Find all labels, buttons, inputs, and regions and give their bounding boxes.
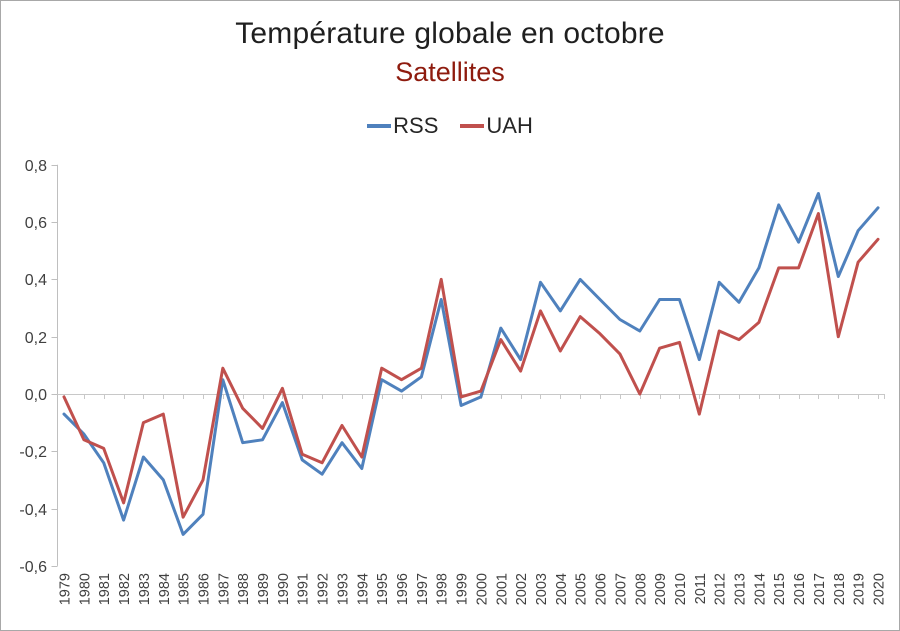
y-tick-label: 0,2 [25, 330, 47, 347]
x-tick-label-1991: 1991 [296, 573, 312, 605]
x-tick-label-2011: 2011 [693, 573, 709, 604]
legend-item-rss: RSS [367, 113, 438, 139]
x-tick-label-1989: 1989 [256, 573, 272, 605]
series-line-rss [62, 192, 880, 536]
x-tick-label-1986: 1986 [196, 573, 212, 605]
x-tick-label-2019: 2019 [852, 573, 868, 605]
legend-dash-rss [367, 124, 392, 128]
x-tick-label-2006: 2006 [594, 573, 610, 605]
x-tick-label-1990: 1990 [276, 573, 292, 605]
x-tick-label-2013: 2013 [733, 573, 749, 605]
y-tick-label: -0,6 [19, 559, 47, 576]
x-tick-label-2018: 2018 [832, 573, 848, 605]
x-tick-label-2000: 2000 [474, 573, 490, 605]
x-tick-label-1992: 1992 [316, 573, 332, 605]
x-tick-label-1996: 1996 [395, 573, 411, 605]
x-tick-label-2015: 2015 [772, 573, 788, 605]
x-tick-label-2001: 2001 [494, 573, 510, 605]
legend-dash-uah [460, 124, 485, 128]
x-tick-label-1981: 1981 [97, 573, 113, 605]
x-tick-label-1988: 1988 [236, 573, 252, 605]
x-tick-label-1995: 1995 [375, 573, 391, 605]
x-tick-label-1982: 1982 [117, 573, 133, 605]
legend-label-uah: UAH [486, 113, 533, 138]
chart-subtitle: Satellites [395, 57, 505, 87]
x-tick-label-2016: 2016 [792, 573, 808, 605]
x-tick-label-1993: 1993 [335, 573, 351, 605]
x-tick-label-2014: 2014 [752, 573, 768, 605]
x-tick-label-1998: 1998 [435, 573, 451, 605]
x-tick-label-1999: 1999 [455, 573, 471, 605]
x-tick-label-1979: 1979 [58, 573, 74, 605]
x-tick-label-1980: 1980 [77, 573, 93, 605]
chart-title: Température globale en octobre [235, 17, 665, 50]
y-tick-label: 0,6 [25, 215, 47, 232]
x-tick-label-2007: 2007 [613, 573, 629, 605]
x-tick-label-1983: 1983 [137, 573, 153, 605]
x-tick-label-2020: 2020 [872, 573, 888, 605]
y-tick-label: -0,2 [19, 444, 47, 461]
legend-item-uah: UAH [460, 113, 533, 139]
x-tick-label-1997: 1997 [415, 573, 431, 605]
x-tick-label-2017: 2017 [812, 573, 828, 605]
x-tick-label-1994: 1994 [355, 573, 371, 605]
series-line-uah [62, 212, 880, 519]
x-tick-label-2003: 2003 [534, 573, 550, 605]
x-tick-label-2004: 2004 [554, 573, 570, 605]
x-tick-label-1987: 1987 [216, 573, 232, 605]
x-tick-label-1985: 1985 [177, 573, 193, 605]
y-tick-label: 0,0 [25, 387, 47, 404]
x-tick-label-2002: 2002 [514, 573, 530, 605]
y-tick-label: -0,4 [19, 502, 47, 519]
x-tick-label-1984: 1984 [157, 573, 173, 605]
chart-legend: RSS UAH [1, 109, 899, 143]
x-tick-label-2005: 2005 [574, 573, 590, 605]
y-tick-label: 0,8 [25, 158, 47, 175]
legend-label-rss: RSS [393, 113, 439, 138]
x-tick-label-2012: 2012 [713, 573, 729, 605]
x-tick-label-2010: 2010 [673, 573, 689, 605]
x-tick-label-2009: 2009 [653, 573, 669, 605]
x-tick-label-2008: 2008 [633, 573, 649, 605]
y-tick-label: 0,4 [25, 272, 47, 289]
